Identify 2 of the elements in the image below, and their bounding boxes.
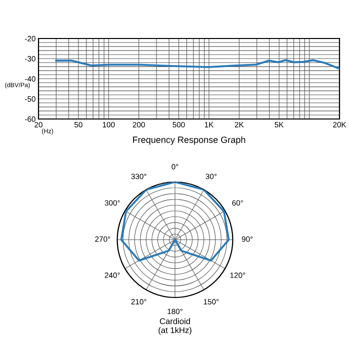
text: Frequency Response Graph [133, 136, 246, 145]
text: Cardioid (at 1kHz) [158, 318, 192, 335]
